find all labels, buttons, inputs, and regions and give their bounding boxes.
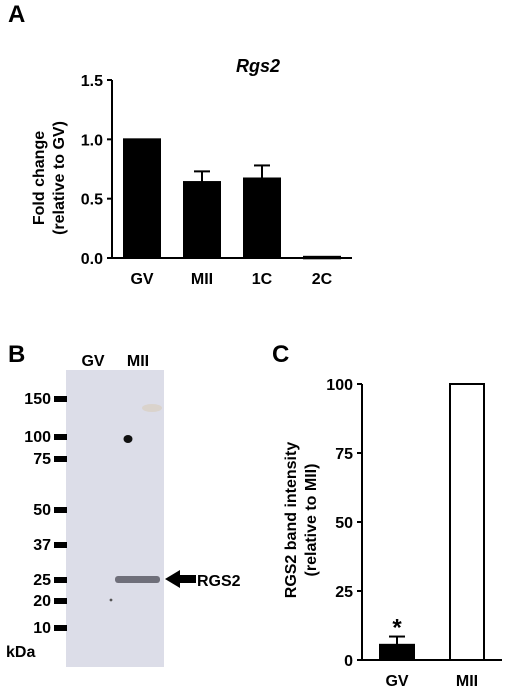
chart-c: RGS2 band intensity (relative to MII) 0 2… — [283, 377, 502, 690]
blot-spot — [123, 435, 133, 443]
x-tick-label: MII — [456, 673, 478, 690]
chart-a-title: Rgs2 — [236, 56, 280, 76]
blot-speck — [109, 598, 113, 602]
y-tick-label: 0 — [344, 653, 353, 670]
marker-label-37: 37 — [33, 537, 51, 554]
chart-c-ylabel-line2: (relative to MII) — [303, 464, 320, 577]
marker-label-100: 100 — [24, 429, 51, 446]
y-tick-label: 0.0 — [81, 251, 103, 268]
bar — [379, 643, 415, 662]
marker-label-10: 10 — [33, 620, 51, 637]
marker-unit: kDa — [6, 644, 35, 661]
y-tick-label: 25 — [335, 584, 353, 601]
bar — [243, 177, 281, 259]
marker-tick-75 — [54, 456, 67, 462]
marker-tick-37 — [54, 542, 67, 548]
bar — [449, 383, 485, 661]
panel-label-a: A — [8, 1, 25, 28]
chart-a-ylabel-line1: Fold change — [31, 131, 48, 225]
blot-smudge — [142, 404, 162, 412]
marker-tick-20 — [54, 598, 67, 604]
bar — [303, 255, 341, 260]
marker-tick-10 — [54, 625, 67, 631]
marker-label-20: 20 — [33, 593, 51, 610]
marker-label-25: 25 — [33, 572, 51, 589]
band-label: RGS2 — [197, 573, 241, 590]
blot-membrane — [66, 370, 164, 667]
marker-tick-50 — [54, 507, 67, 513]
x-tick-label: GV — [385, 673, 408, 690]
marker-tick-150 — [54, 396, 67, 402]
y-tick-label: 1.0 — [81, 132, 103, 149]
panel-label-c: C — [272, 341, 289, 368]
marker-tick-100 — [54, 434, 67, 440]
panel-label-b: B — [8, 341, 25, 368]
blot-lane-mii: MII — [127, 353, 149, 370]
chart-a: Rgs2 Fold change (relative to GV) 0.0 0.5… — [31, 56, 352, 288]
x-tick-label: 1C — [252, 271, 273, 288]
y-tick-label: 1.5 — [81, 73, 103, 90]
arrow-left-icon — [165, 570, 196, 588]
y-tick-label: 100 — [326, 377, 353, 394]
marker-tick-25 — [54, 577, 67, 583]
y-tick-label: 50 — [335, 515, 353, 532]
blot-band-rgs2 — [115, 576, 160, 583]
marker-label-150: 150 — [24, 391, 51, 408]
chart-c-ylabel-line1: RGS2 band intensity — [283, 442, 300, 599]
y-tick-label: 75 — [335, 446, 353, 463]
significance-mark: * — [392, 615, 402, 642]
marker-label-50: 50 — [33, 502, 51, 519]
western-blot: GV MII 150 100 75 50 37 25 20 10 kDa RGS… — [6, 353, 241, 667]
blot-lane-gv: GV — [81, 353, 104, 370]
x-tick-label: GV — [130, 271, 153, 288]
x-tick-label: 2C — [312, 271, 333, 288]
bar — [123, 138, 161, 259]
marker-label-75: 75 — [33, 451, 51, 468]
chart-a-ylabel-line2: (relative to GV) — [51, 121, 68, 235]
y-tick-label: 0.5 — [81, 192, 103, 209]
bar — [183, 181, 221, 259]
x-tick-label: MII — [191, 271, 213, 288]
